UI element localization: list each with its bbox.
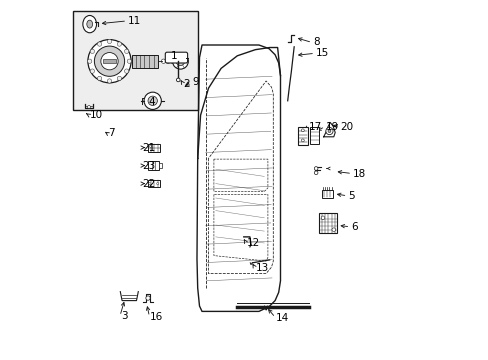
Text: 23: 23 xyxy=(142,161,155,171)
Text: 21: 21 xyxy=(142,143,155,153)
Circle shape xyxy=(117,42,122,46)
Circle shape xyxy=(90,69,94,73)
Circle shape xyxy=(301,139,304,142)
Circle shape xyxy=(176,57,184,66)
Circle shape xyxy=(88,40,131,83)
Text: 15: 15 xyxy=(315,48,328,58)
Text: 14: 14 xyxy=(276,312,289,323)
Circle shape xyxy=(145,296,150,300)
Text: 22: 22 xyxy=(142,179,155,189)
Circle shape xyxy=(94,46,124,76)
Bar xyxy=(148,180,159,187)
Bar xyxy=(297,127,307,145)
Circle shape xyxy=(127,59,131,63)
Circle shape xyxy=(87,105,90,108)
Circle shape xyxy=(172,53,188,69)
Circle shape xyxy=(176,78,180,82)
Text: 4: 4 xyxy=(148,96,155,107)
FancyBboxPatch shape xyxy=(165,52,187,63)
Circle shape xyxy=(117,76,122,81)
Circle shape xyxy=(124,49,128,54)
Circle shape xyxy=(327,130,330,132)
Circle shape xyxy=(325,127,332,135)
Circle shape xyxy=(97,76,102,81)
Circle shape xyxy=(144,92,161,109)
Circle shape xyxy=(321,216,324,220)
Text: 9: 9 xyxy=(192,77,198,87)
Bar xyxy=(319,213,337,233)
Bar xyxy=(103,59,116,63)
Circle shape xyxy=(331,228,335,231)
Ellipse shape xyxy=(87,20,92,28)
Bar xyxy=(132,55,158,68)
Circle shape xyxy=(170,59,174,63)
Circle shape xyxy=(149,145,151,147)
Text: 3: 3 xyxy=(121,311,127,321)
Text: 6: 6 xyxy=(350,222,357,232)
Text: 17: 17 xyxy=(309,122,322,132)
Bar xyxy=(148,144,159,152)
Circle shape xyxy=(314,167,317,170)
Text: 8: 8 xyxy=(312,37,319,48)
Text: 18: 18 xyxy=(352,168,366,179)
Bar xyxy=(148,161,159,170)
Text: 1: 1 xyxy=(171,51,177,61)
Bar xyxy=(159,163,162,168)
Ellipse shape xyxy=(82,15,96,33)
Text: 2: 2 xyxy=(183,78,190,89)
Circle shape xyxy=(90,49,94,54)
Bar xyxy=(309,127,319,144)
Circle shape xyxy=(314,171,317,175)
Text: 13: 13 xyxy=(255,263,268,273)
Circle shape xyxy=(148,183,151,185)
Text: 16: 16 xyxy=(150,312,163,322)
Text: 19: 19 xyxy=(325,122,338,132)
Text: 12: 12 xyxy=(246,238,260,248)
Text: 10: 10 xyxy=(89,110,102,120)
Text: 7: 7 xyxy=(107,128,114,138)
Circle shape xyxy=(148,96,157,105)
Bar xyxy=(321,190,333,198)
Circle shape xyxy=(301,129,304,132)
Circle shape xyxy=(166,59,170,63)
Circle shape xyxy=(107,39,111,44)
Circle shape xyxy=(107,79,111,83)
Circle shape xyxy=(97,42,102,46)
Bar xyxy=(73,11,197,110)
Circle shape xyxy=(124,69,128,73)
Circle shape xyxy=(101,53,118,70)
Circle shape xyxy=(161,59,165,63)
Text: 20: 20 xyxy=(340,122,353,132)
Text: 5: 5 xyxy=(347,191,354,201)
Text: 11: 11 xyxy=(127,16,141,26)
Circle shape xyxy=(156,183,159,185)
Circle shape xyxy=(87,59,92,63)
